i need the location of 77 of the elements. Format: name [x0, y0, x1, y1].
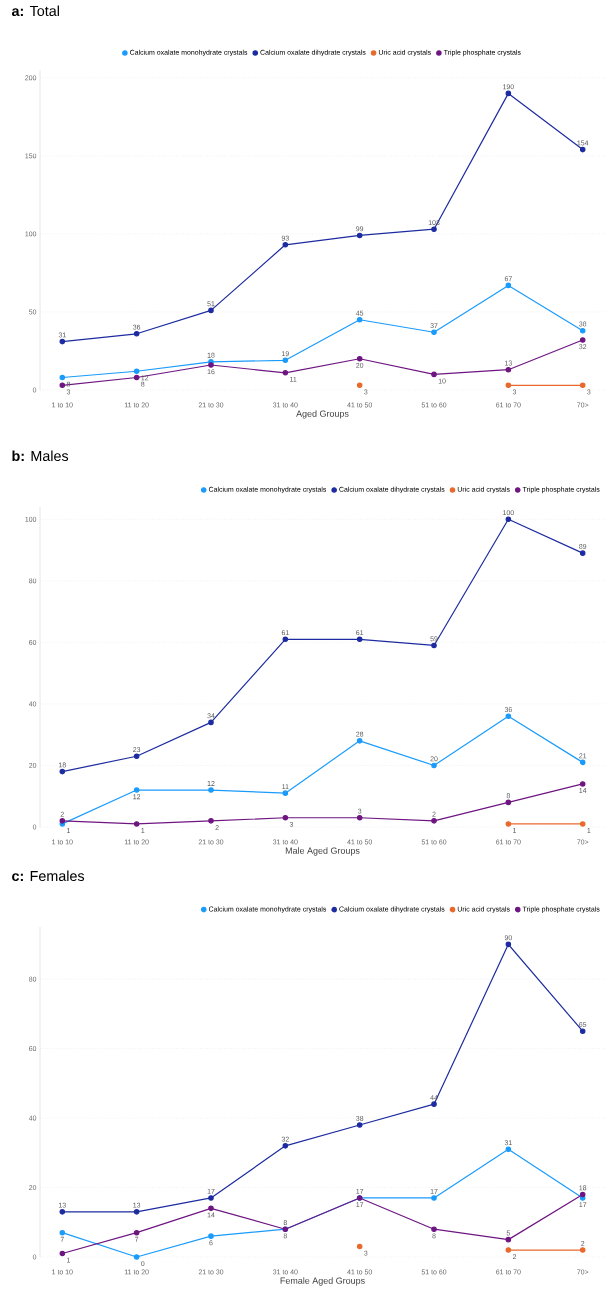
point [505, 941, 512, 948]
point [505, 90, 512, 97]
chart-title: c: Females [12, 870, 85, 882]
point [59, 1229, 66, 1236]
point [356, 232, 363, 239]
point [431, 1226, 437, 1232]
point [505, 713, 512, 720]
point [579, 550, 586, 556]
point [59, 1209, 66, 1215]
point [356, 636, 363, 643]
point [505, 1247, 512, 1253]
point [208, 307, 214, 314]
point [208, 719, 214, 726]
point [133, 331, 140, 337]
point [133, 1254, 140, 1260]
point [505, 516, 512, 523]
point [133, 368, 140, 375]
point [133, 374, 140, 381]
point [579, 337, 586, 343]
point [579, 1191, 586, 1198]
point [431, 226, 437, 232]
point [282, 636, 289, 643]
point [431, 371, 437, 378]
point [208, 787, 214, 793]
point [579, 146, 586, 153]
point [133, 753, 140, 760]
point [505, 821, 512, 827]
point [282, 357, 289, 364]
point [59, 768, 66, 775]
x-axis-title: Male Aged Groups [285, 847, 360, 856]
point [59, 1250, 66, 1257]
point [579, 382, 586, 389]
point [505, 382, 512, 389]
point [282, 242, 289, 248]
point [431, 1101, 437, 1107]
point [505, 282, 512, 289]
point [505, 366, 512, 373]
point [431, 642, 437, 649]
point [579, 759, 586, 766]
point [431, 329, 437, 336]
point [133, 821, 140, 827]
point [208, 1195, 214, 1201]
point [208, 1205, 214, 1212]
point [505, 1146, 512, 1153]
point [579, 1028, 586, 1035]
point [356, 316, 363, 323]
x-axis-title: Female Aged Groups [280, 1277, 365, 1286]
point [356, 1122, 363, 1128]
point [579, 781, 586, 787]
point [133, 787, 140, 793]
point [431, 818, 437, 824]
point [356, 738, 363, 744]
point [356, 355, 363, 362]
point [59, 382, 66, 389]
point [59, 338, 66, 345]
point [505, 799, 512, 806]
point [282, 790, 289, 796]
point [505, 1236, 512, 1243]
point [282, 370, 289, 376]
point [282, 1143, 289, 1149]
point [282, 814, 289, 821]
x-axis-title: Aged Groups [296, 410, 349, 419]
point [579, 821, 586, 827]
point [579, 327, 586, 334]
point [356, 382, 363, 389]
chart-title: b: Males [12, 450, 69, 462]
point [356, 1243, 363, 1250]
point [208, 818, 214, 824]
point [431, 1195, 437, 1201]
point [431, 762, 437, 769]
point [356, 814, 363, 821]
point [208, 1233, 214, 1239]
point [133, 1209, 140, 1215]
point [59, 374, 66, 381]
chart-title: a: Total [11, 5, 59, 17]
point [579, 1247, 586, 1253]
point [133, 1229, 140, 1236]
